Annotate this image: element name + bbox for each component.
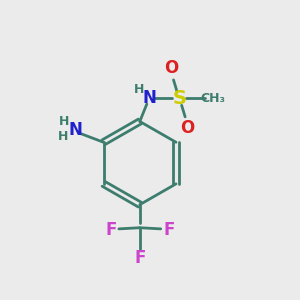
Text: H: H [58, 130, 68, 143]
Text: S: S [172, 89, 186, 108]
Text: F: F [134, 249, 146, 267]
Text: N: N [69, 121, 82, 139]
Text: N: N [142, 89, 156, 107]
Text: H: H [134, 82, 144, 96]
Text: O: O [180, 119, 195, 137]
Text: F: F [163, 221, 175, 239]
Text: O: O [164, 59, 178, 77]
Text: F: F [105, 221, 116, 239]
Text: CH₃: CH₃ [200, 92, 226, 105]
Text: H: H [59, 115, 69, 128]
